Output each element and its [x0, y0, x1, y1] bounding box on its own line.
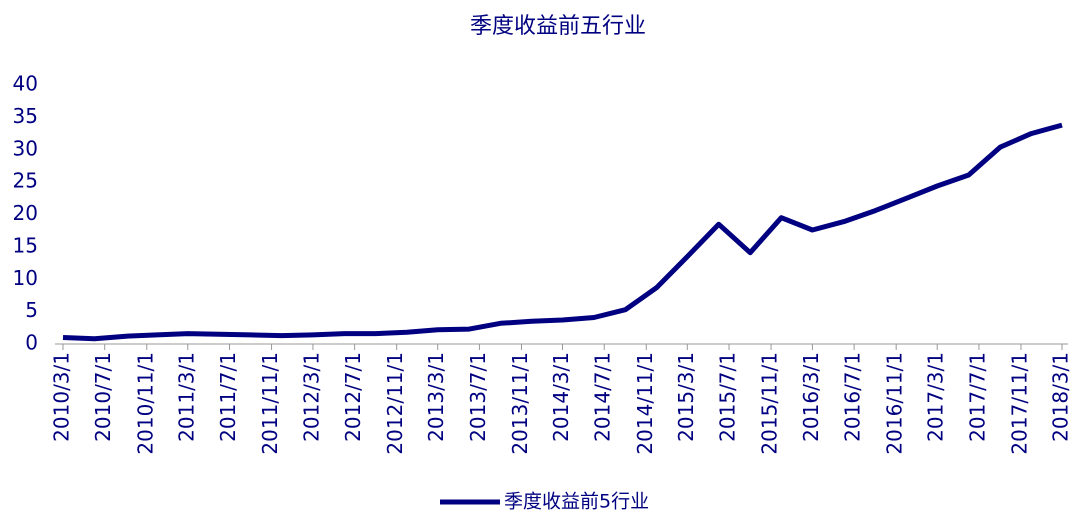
legend-label: 季度收益前5行业: [504, 491, 649, 513]
x-tick-label: 2012/3/1: [299, 352, 323, 442]
y-tick-label: 15: [13, 233, 38, 257]
x-tick-label: 2010/11/1: [133, 352, 157, 455]
y-tick-label: 35: [13, 104, 38, 128]
x-tick-label: 2017/11/1: [1007, 352, 1031, 455]
y-tick-label: 25: [13, 169, 38, 193]
x-tick-label: 2015/7/1: [716, 352, 740, 442]
y-tick-label: 0: [25, 331, 38, 355]
y-tick-label: 5: [25, 298, 38, 322]
x-tick-label: 2014/11/1: [633, 352, 657, 455]
x-tick-label: 2012/7/1: [341, 352, 365, 442]
x-tick-label: 2015/11/1: [758, 352, 782, 455]
x-tick-label: 2013/7/1: [466, 352, 490, 442]
x-tick-label: 2016/11/1: [883, 352, 907, 455]
x-tick-label: 2011/7/1: [216, 352, 240, 442]
y-tick-label: 30: [13, 136, 38, 160]
x-tick-label: 2015/3/1: [674, 352, 698, 442]
x-tick-label: 2013/11/1: [508, 352, 532, 455]
y-tick-label: 20: [13, 201, 38, 225]
x-tick-label: 2016/7/1: [841, 352, 865, 442]
x-tick-label: 2016/3/1: [799, 352, 823, 442]
x-tick-label: 2010/7/1: [91, 352, 115, 442]
y-tick-label: 10: [13, 266, 38, 290]
x-tick-label: 2011/3/1: [174, 352, 198, 442]
x-tick-label: 2010/3/1: [50, 352, 74, 442]
x-tick-label: 2017/3/1: [924, 352, 948, 442]
x-tick-label: 2017/7/1: [965, 352, 989, 442]
x-tick-label: 2013/3/1: [424, 352, 448, 442]
x-tick-label: 2012/11/1: [383, 352, 407, 455]
chart-title: 季度收益前五行业: [470, 14, 646, 39]
x-tick-label: 2011/11/1: [258, 352, 282, 455]
x-tick-label: 2014/3/1: [549, 352, 573, 442]
x-tick-label: 2014/7/1: [591, 352, 615, 442]
x-tick-label: 2018/3/1: [1049, 352, 1073, 442]
line-series: [62, 122, 1063, 342]
y-tick-label: 40: [13, 72, 38, 96]
